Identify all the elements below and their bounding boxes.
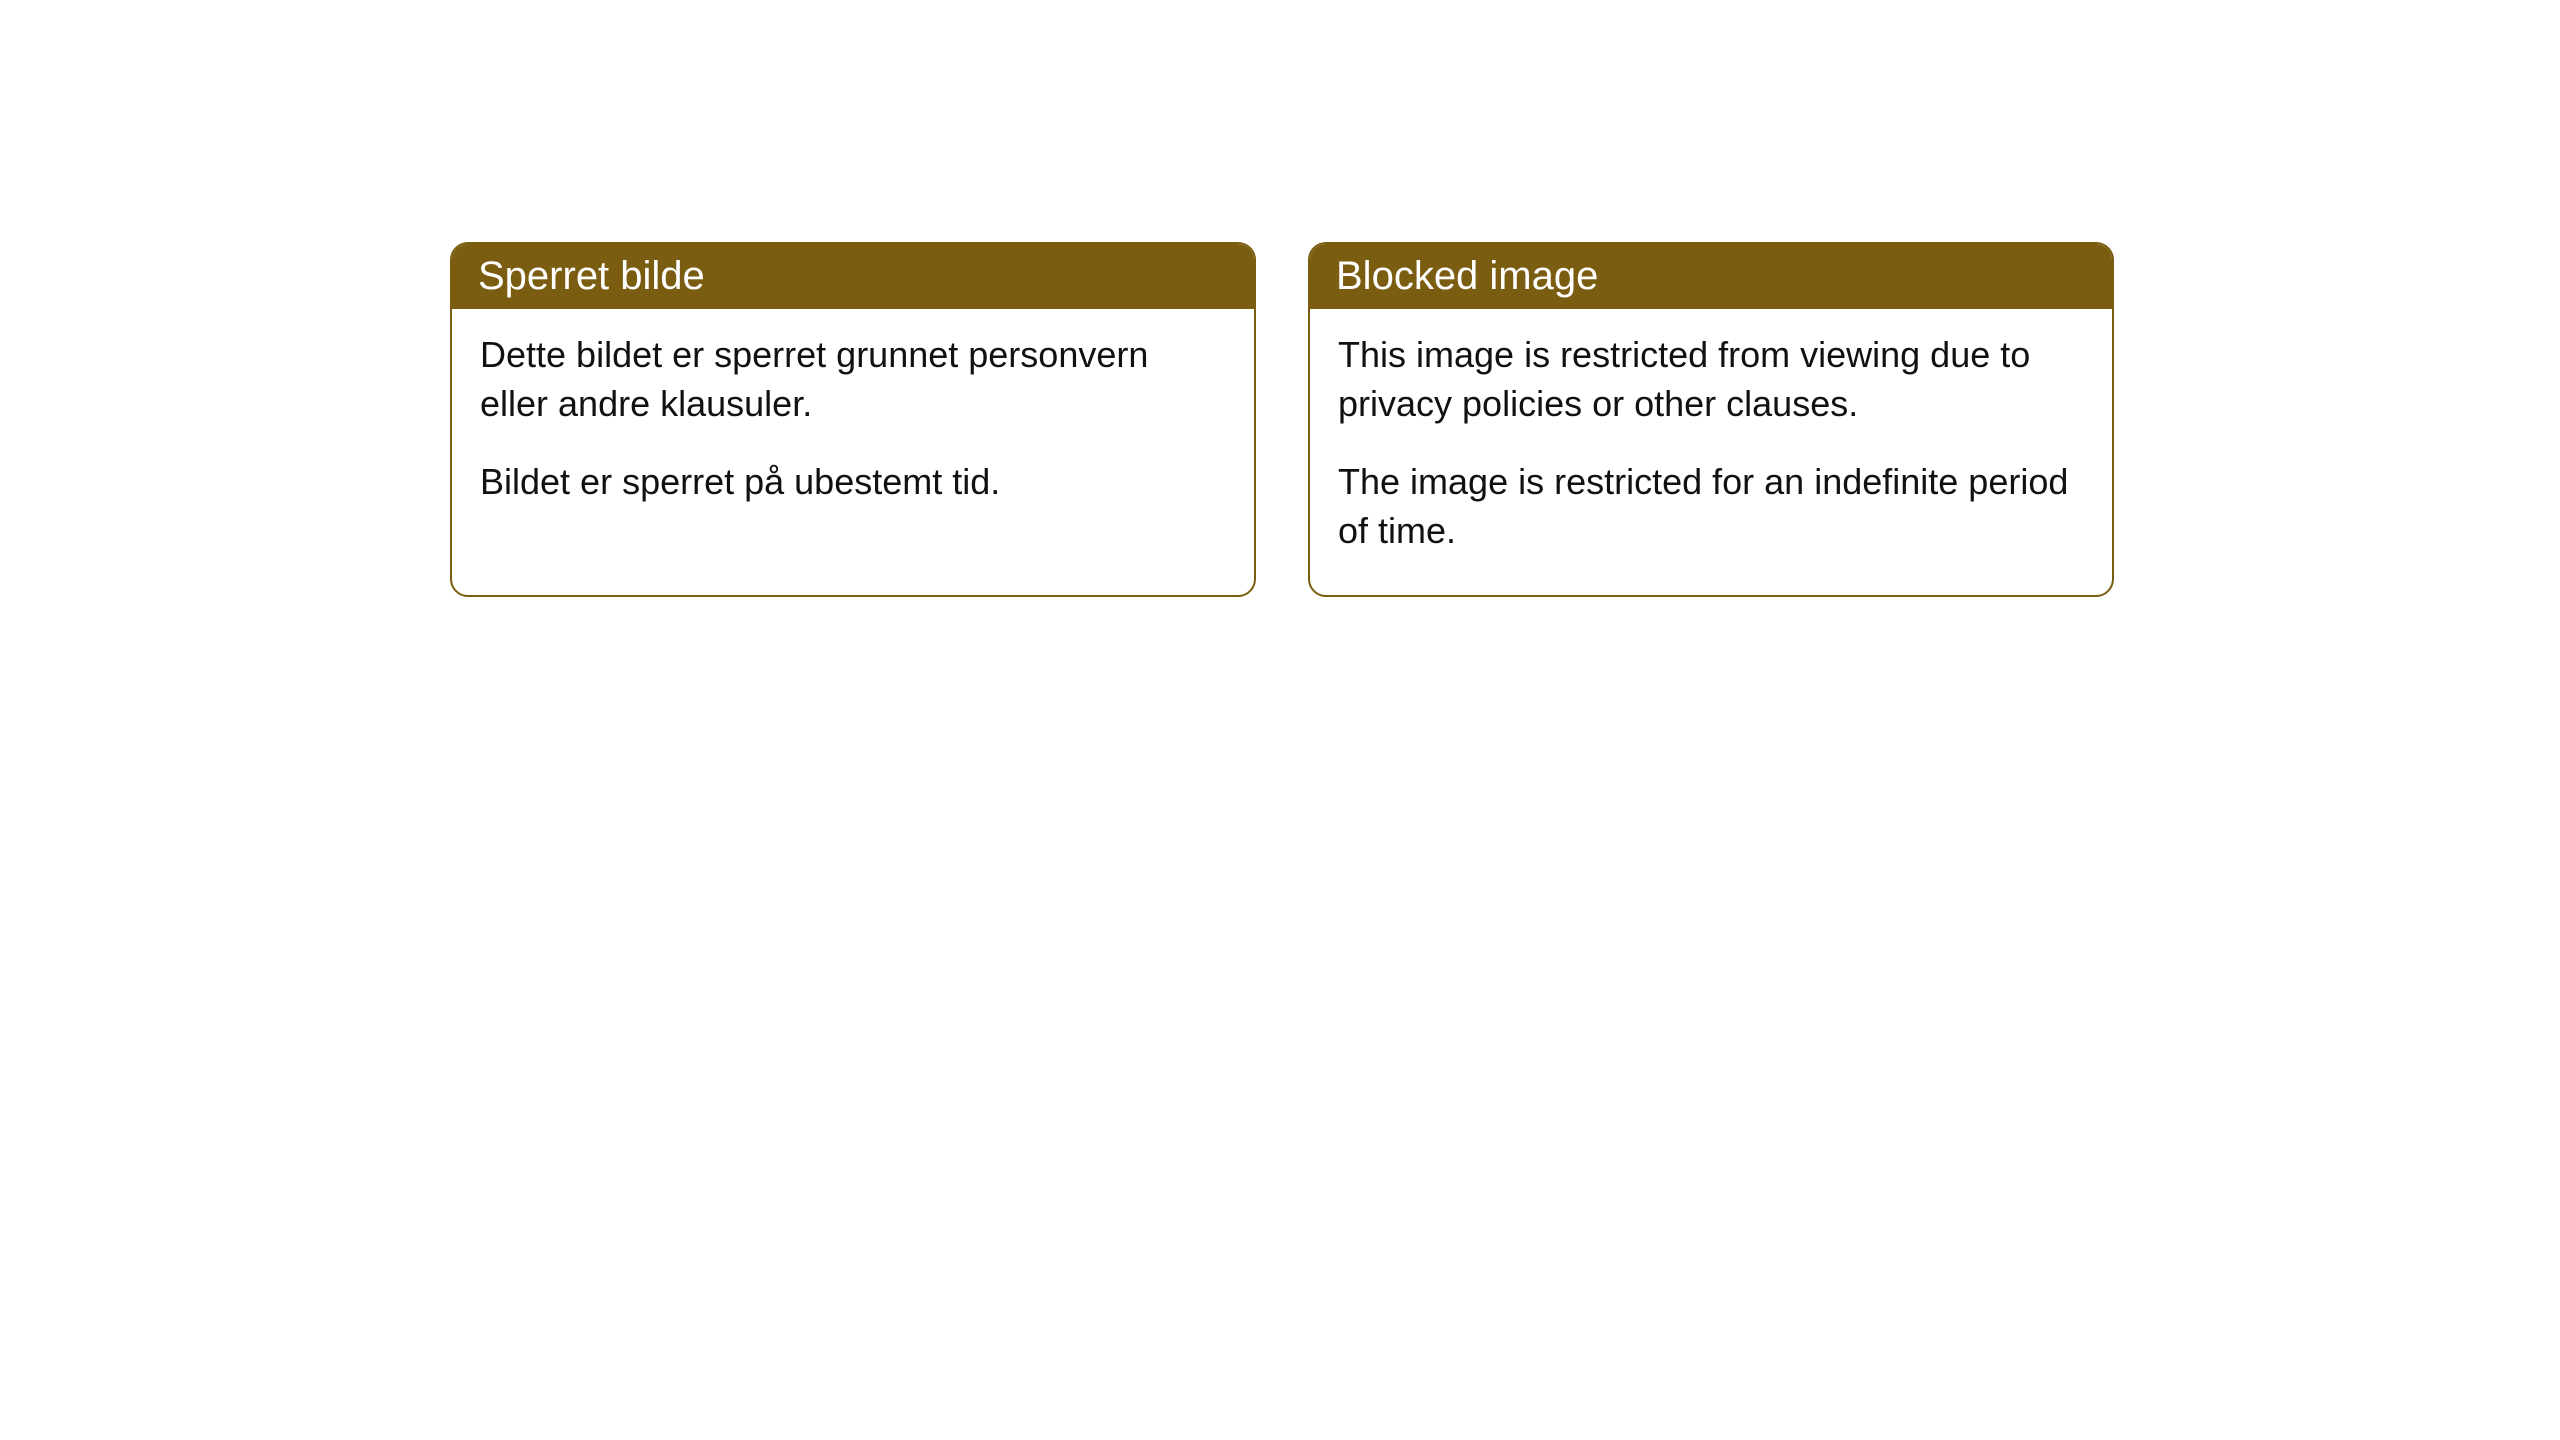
notice-cards-container: Sperret bilde Dette bildet er sperret gr… (450, 242, 2114, 597)
card-paragraph: Bildet er sperret på ubestemt tid. (480, 458, 1226, 507)
card-header: Sperret bilde (452, 244, 1254, 309)
card-body: This image is restricted from viewing du… (1310, 309, 2112, 595)
notice-card-norwegian: Sperret bilde Dette bildet er sperret gr… (450, 242, 1256, 597)
card-title: Blocked image (1336, 254, 1598, 298)
card-body: Dette bildet er sperret grunnet personve… (452, 309, 1254, 547)
card-title: Sperret bilde (478, 254, 705, 298)
card-paragraph: Dette bildet er sperret grunnet personve… (480, 331, 1226, 428)
card-paragraph: The image is restricted for an indefinit… (1338, 458, 2084, 555)
card-header: Blocked image (1310, 244, 2112, 309)
notice-card-english: Blocked image This image is restricted f… (1308, 242, 2114, 597)
card-paragraph: This image is restricted from viewing du… (1338, 331, 2084, 428)
